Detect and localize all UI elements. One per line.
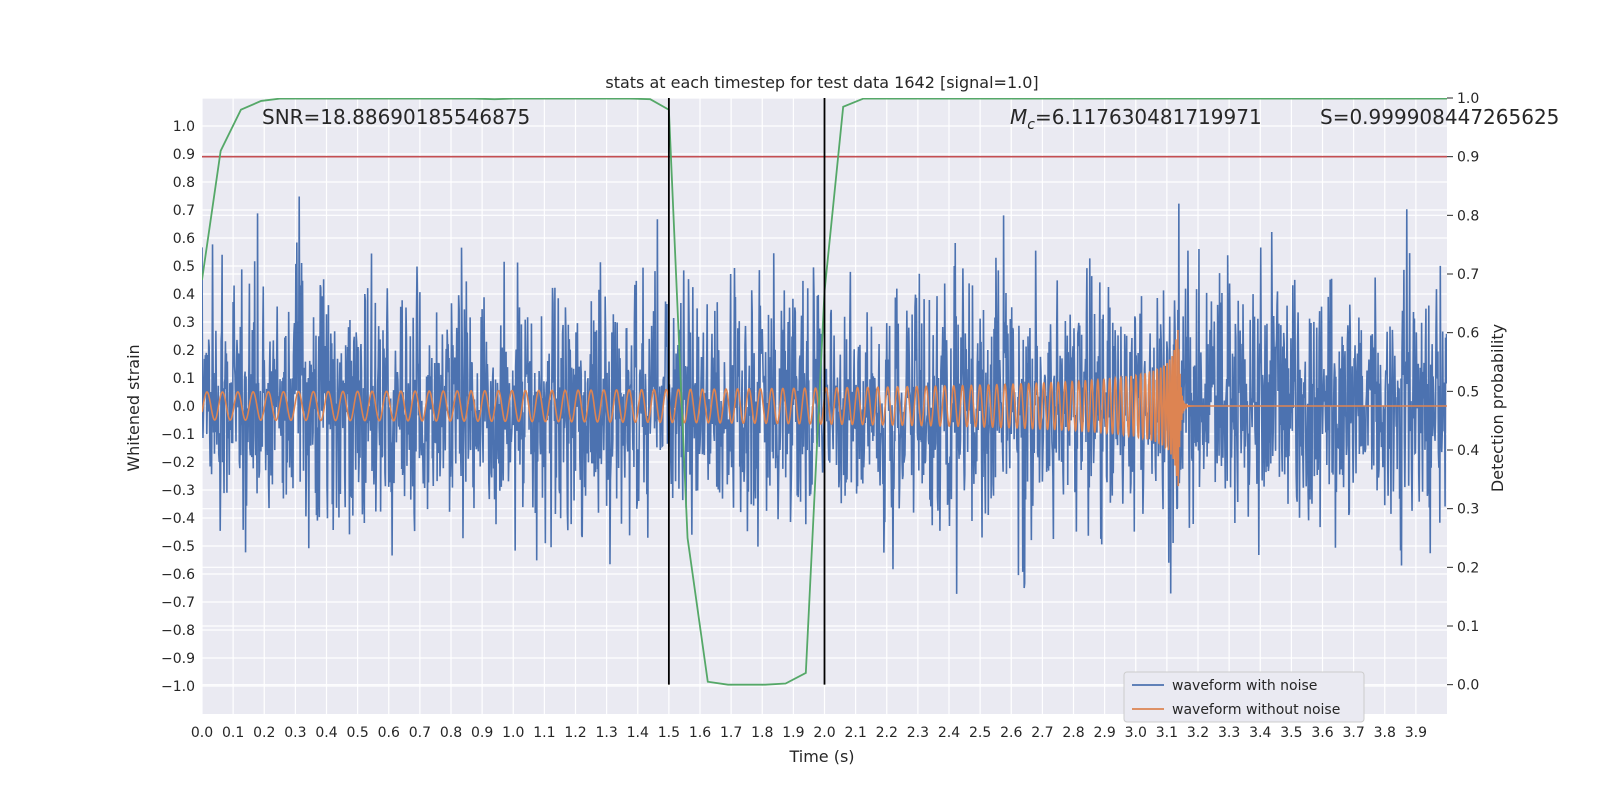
y-tick-label: 0.6 <box>173 231 195 247</box>
x-tick-label: 0.1 <box>222 725 244 741</box>
x-tick-label: 3.6 <box>1311 725 1333 741</box>
chirp-mass-subscript: c <box>1027 117 1035 133</box>
x-tick-label: 1.6 <box>689 725 711 741</box>
y-tick-label: −0.4 <box>161 511 195 527</box>
y2-tick-label: 0.8 <box>1457 208 1479 224</box>
x-tick-label: 2.5 <box>969 725 991 741</box>
x-tick-label: 1.7 <box>720 725 742 741</box>
x-tick-label: 3.0 <box>1125 725 1147 741</box>
x-tick-label: 3.1 <box>1156 725 1178 741</box>
y-tick-label: 0.1 <box>173 371 195 387</box>
x-tick-label: 1.9 <box>782 725 804 741</box>
x-tick-label: 3.2 <box>1187 725 1209 741</box>
x-tick-label: 1.8 <box>751 725 773 741</box>
y2-tick-label: 0.9 <box>1457 150 1479 166</box>
x-tick-label: 2.4 <box>938 725 960 741</box>
y2-tick-label: 0.0 <box>1457 678 1479 694</box>
x-tick-label: 0.8 <box>440 725 462 741</box>
y-tick-label: −0.5 <box>161 539 195 555</box>
x-tick-label: 1.1 <box>533 725 555 741</box>
y2-axis-label: Detection probability <box>1488 324 1507 492</box>
y2-tick-label: 0.6 <box>1457 326 1479 342</box>
legend-box <box>1123 671 1365 723</box>
x-tick-label: 2.6 <box>1000 725 1022 741</box>
y2-tick-label: 0.5 <box>1457 384 1479 400</box>
x-tick-label: 2.0 <box>813 725 835 741</box>
y2-tick-label: 0.4 <box>1457 443 1479 459</box>
axes-ticks: 0.0 0.1 0.2 0.3 0.4 0.5 0.6 0.7 0.8 0.9 1.0 1.1 1.2 1… <box>161 91 1479 741</box>
y-tick-label: −1.0 <box>161 679 195 695</box>
legend: waveform with noise waveform without noi… <box>1123 671 1365 723</box>
chirp-mass-value: =6.117630481719971 <box>1035 105 1262 129</box>
y-tick-label: −0.9 <box>161 651 195 667</box>
y-tick-label: −0.2 <box>161 455 195 471</box>
x-tick-label: 3.4 <box>1249 725 1271 741</box>
x-tick-label: 0.5 <box>346 725 368 741</box>
y-tick-label: −0.1 <box>161 427 195 443</box>
legend-label-noise: waveform with noise <box>1172 678 1317 694</box>
y2-tick-label: 0.1 <box>1457 619 1479 635</box>
x-tick-label: 0.7 <box>409 725 431 741</box>
y-tick-label: −0.6 <box>161 567 195 583</box>
x-tick-label: 0.6 <box>378 725 400 741</box>
x-tick-label: 3.9 <box>1405 725 1427 741</box>
x-tick-label: 2.7 <box>1031 725 1053 741</box>
y-tick-label: 0.8 <box>173 175 195 191</box>
x-tick-label: 3.7 <box>1342 725 1364 741</box>
chirp-mass-annotation: Mc=6.117630481719971 <box>1010 105 1262 133</box>
x-tick-label: 3.8 <box>1374 725 1396 741</box>
y-tick-label: −0.8 <box>161 623 195 639</box>
y-axis-label: Whitened strain <box>124 344 143 471</box>
y-tick-label: 1.0 <box>173 119 195 135</box>
x-tick-label: 1.5 <box>658 725 680 741</box>
x-tick-label: 2.1 <box>844 725 866 741</box>
x-tick-label: 0.9 <box>471 725 493 741</box>
x-tick-label: 0.4 <box>315 725 337 741</box>
x-tick-label: 0.0 <box>191 725 213 741</box>
y-tick-label: 0.0 <box>173 399 195 415</box>
y-tick-label: 0.7 <box>173 203 195 219</box>
x-tick-label: 3.3 <box>1218 725 1240 741</box>
x-tick-label: 0.2 <box>253 725 275 741</box>
x-tick-label: 1.3 <box>595 725 617 741</box>
plot-series <box>202 98 1447 686</box>
y-tick-label: 0.2 <box>173 343 195 359</box>
y2-tick-label: 0.7 <box>1457 267 1479 283</box>
x-tick-label: 2.8 <box>1062 725 1084 741</box>
y-tick-label: −0.3 <box>161 483 195 499</box>
legend-label-clean: waveform without noise <box>1172 702 1340 718</box>
y-tick-label: 0.4 <box>173 287 195 303</box>
x-tick-label: 1.4 <box>627 725 649 741</box>
x-tick-label: 2.2 <box>876 725 898 741</box>
snr-annotation: SNR=18.88690185546875 <box>262 105 530 129</box>
x-tick-label: 3.5 <box>1280 725 1302 741</box>
chirp-mass-symbol: M <box>1010 105 1027 129</box>
x-tick-label: 0.3 <box>284 725 306 741</box>
x-tick-label: 1.2 <box>564 725 586 741</box>
y-tick-label: 0.9 <box>173 147 195 163</box>
y2-tick-label: 0.3 <box>1457 502 1479 518</box>
x-tick-label: 2.3 <box>907 725 929 741</box>
y2-tick-label: 1.0 <box>1457 91 1479 107</box>
y-tick-label: 0.5 <box>173 259 195 275</box>
x-tick-label: 1.0 <box>502 725 524 741</box>
series-group <box>202 98 1447 686</box>
x-tick-label: 2.9 <box>1093 725 1115 741</box>
y-tick-label: 0.3 <box>173 315 195 331</box>
x-axis-label: Time (s) <box>788 747 854 766</box>
y2-tick-label: 0.2 <box>1457 560 1479 576</box>
y-tick-label: −0.7 <box>161 595 195 611</box>
s-annotation: S=0.999908447265625 <box>1320 105 1559 129</box>
chart-title: stats at each timestep for test data 164… <box>605 73 1038 92</box>
